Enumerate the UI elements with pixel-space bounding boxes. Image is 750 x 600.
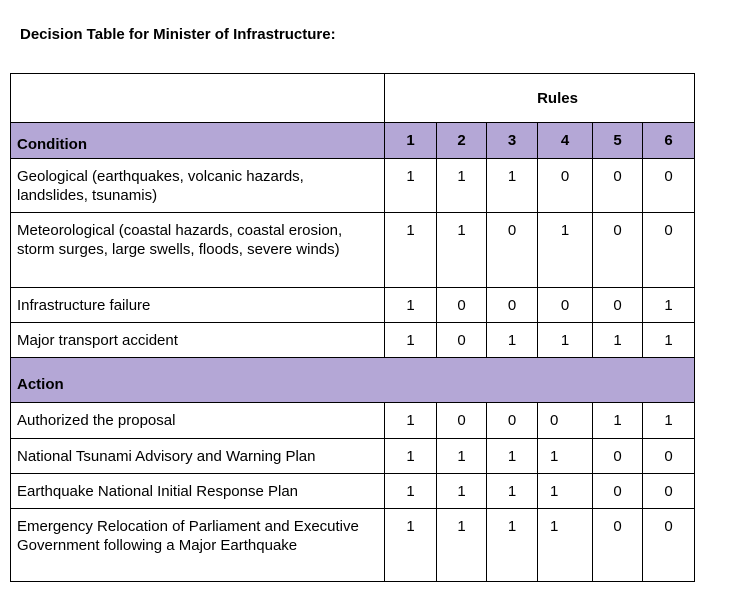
action-value: 1 xyxy=(436,438,487,474)
action-value: 1 xyxy=(384,473,437,509)
rule-number-2: 2 xyxy=(436,122,487,159)
rule-number-1: 1 xyxy=(384,122,437,159)
rule-number-4: 4 xyxy=(537,122,593,159)
condition-value: 0 xyxy=(486,287,538,323)
action-value: 1 xyxy=(486,438,538,474)
condition-label: Infrastructure failure xyxy=(10,287,385,323)
condition-label: Geological (earthquakes, volcanic hazard… xyxy=(10,158,385,213)
action-value: 0 xyxy=(641,438,696,474)
condition-value: 0 xyxy=(537,158,593,213)
action-value: 1 xyxy=(592,402,643,439)
rule-number-3: 3 xyxy=(486,122,538,159)
rules-header: Rules xyxy=(383,73,696,123)
condition-row: Geological (earthquakes, volcanic hazard… xyxy=(10,158,696,213)
action-value: 1 xyxy=(537,473,593,509)
condition-value: 1 xyxy=(592,322,643,358)
condition-label: Major transport accident xyxy=(10,322,385,358)
condition-value: 0 xyxy=(641,212,696,288)
action-value: 0 xyxy=(592,473,643,509)
condition-value: 0 xyxy=(592,158,643,213)
empty-header-cell xyxy=(10,73,385,123)
condition-header: Condition xyxy=(10,122,385,159)
condition-row: Meteorological (coastal hazards, coastal… xyxy=(10,212,696,288)
condition-value: 0 xyxy=(592,212,643,288)
condition-value: 1 xyxy=(486,322,538,358)
action-label: Authorized the proposal xyxy=(10,402,385,439)
condition-value: 1 xyxy=(537,212,593,288)
condition-value: 1 xyxy=(537,322,593,358)
action-label: Emergency Relocation of Parliament and E… xyxy=(10,508,385,582)
condition-value: 1 xyxy=(641,287,696,323)
action-value: 0 xyxy=(436,402,487,439)
condition-value: 1 xyxy=(641,322,696,358)
condition-label: Meteorological (coastal hazards, coastal… xyxy=(10,212,385,288)
document-title: Decision Table for Minister of Infrastru… xyxy=(20,26,336,43)
action-row: Authorized the proposal 1 0 0 0 1 1 xyxy=(10,402,696,439)
condition-value: 1 xyxy=(384,322,437,358)
action-header: Action xyxy=(9,357,696,403)
action-value: 0 xyxy=(537,402,593,439)
action-label: Earthquake National Initial Response Pla… xyxy=(10,473,385,509)
action-value: 1 xyxy=(486,473,538,509)
condition-value: 1 xyxy=(384,212,437,288)
condition-value: 0 xyxy=(436,322,487,358)
action-row: Earthquake National Initial Response Pla… xyxy=(10,473,696,509)
action-value: 1 xyxy=(641,402,696,439)
action-row: National Tsunami Advisory and Warning Pl… xyxy=(10,438,696,474)
action-row: Emergency Relocation of Parliament and E… xyxy=(10,508,696,582)
action-value: 0 xyxy=(592,438,643,474)
action-value: 1 xyxy=(384,438,437,474)
condition-value: 0 xyxy=(537,287,593,323)
action-value: 1 xyxy=(537,508,593,582)
action-value: 1 xyxy=(384,402,437,439)
rules-header-row: Rules xyxy=(10,73,696,123)
condition-value: 0 xyxy=(486,212,538,288)
action-label: National Tsunami Advisory and Warning Pl… xyxy=(10,438,385,474)
action-value: 1 xyxy=(486,508,538,582)
action-value: 1 xyxy=(537,438,593,474)
condition-value: 1 xyxy=(436,212,487,288)
rule-number-6: 6 xyxy=(641,122,696,159)
action-value: 1 xyxy=(436,473,487,509)
condition-value: 1 xyxy=(486,158,538,213)
condition-value: 0 xyxy=(436,287,487,323)
action-value: 0 xyxy=(641,473,696,509)
rule-number-5: 5 xyxy=(592,122,643,159)
action-value: 0 xyxy=(486,402,538,439)
action-value: 0 xyxy=(641,508,696,582)
condition-header-row: Condition 1 2 3 4 5 6 xyxy=(10,122,696,159)
action-value: 1 xyxy=(384,508,437,582)
condition-row: Major transport accident 1 0 1 1 1 1 xyxy=(10,322,696,358)
action-header-row: Action xyxy=(9,357,696,403)
condition-value: 0 xyxy=(592,287,643,323)
condition-value: 1 xyxy=(436,158,487,213)
condition-value: 0 xyxy=(641,158,696,213)
action-value: 0 xyxy=(592,508,643,582)
condition-value: 1 xyxy=(384,287,437,323)
decision-table: Rules Condition 1 2 3 4 5 6 Geological (earthqu… xyxy=(9,73,696,582)
condition-value: 1 xyxy=(384,158,437,213)
action-value: 1 xyxy=(436,508,487,582)
condition-row: Infrastructure failure 1 0 0 0 0 1 xyxy=(10,287,696,323)
